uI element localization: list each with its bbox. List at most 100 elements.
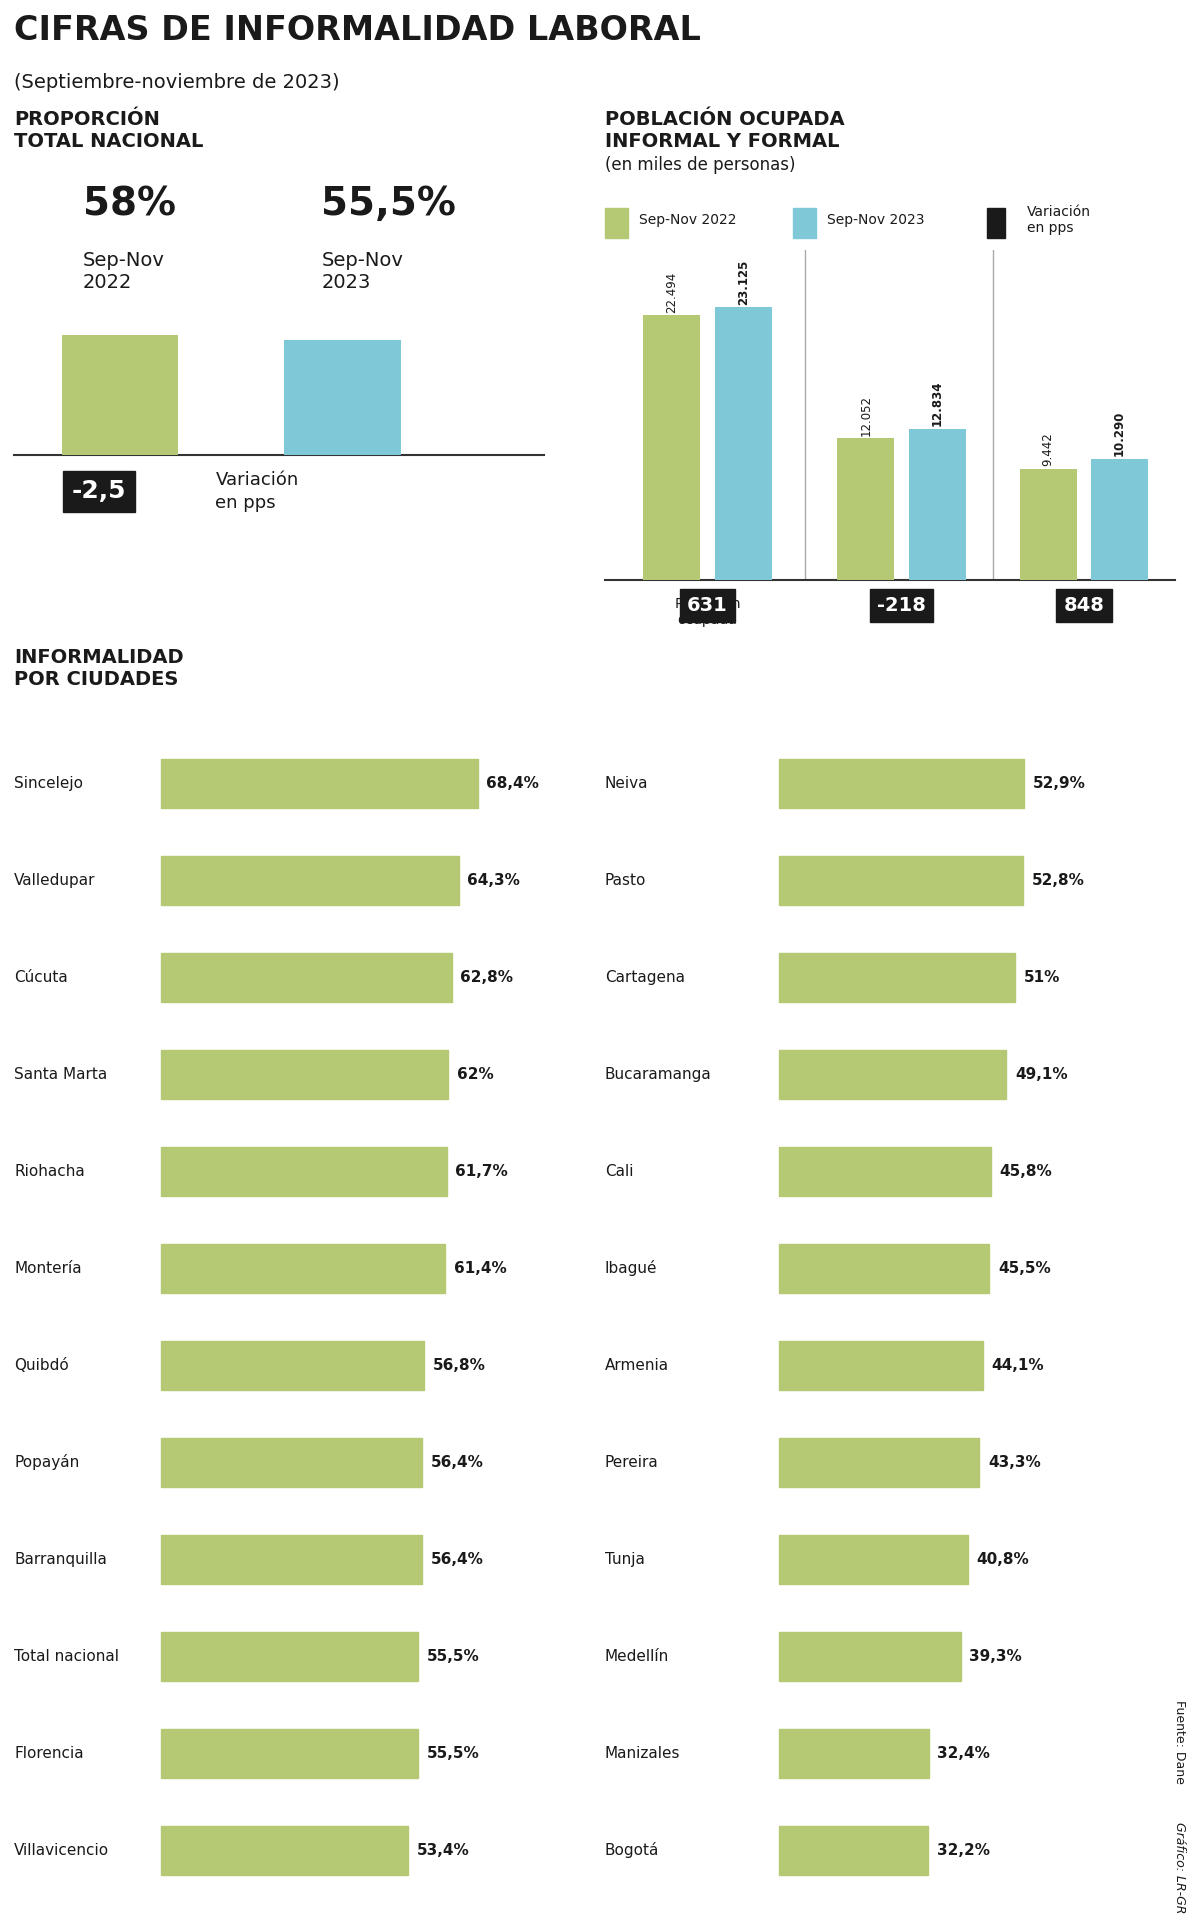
Bar: [715, 308, 772, 581]
Text: 62,8%: 62,8%: [461, 969, 514, 985]
Text: CIFRAS DE INFORMALIDAD LABORAL: CIFRAS DE INFORMALIDAD LABORAL: [14, 15, 701, 48]
Text: Villavicencio: Villavicencio: [14, 1842, 109, 1858]
Text: Manizales: Manizales: [605, 1746, 680, 1761]
Text: 22.494: 22.494: [666, 271, 678, 313]
Text: Quibdó: Quibdó: [14, 1358, 68, 1373]
Text: Pasto: Pasto: [605, 873, 647, 888]
Bar: [161, 1148, 446, 1196]
Text: Sep-Nov 2023: Sep-Nov 2023: [827, 213, 925, 227]
Text: (Septiembre-noviembre de 2023): (Septiembre-noviembre de 2023): [14, 73, 340, 92]
Text: 64,3%: 64,3%: [467, 873, 521, 888]
Text: Bucaramanga: Bucaramanga: [605, 1067, 712, 1083]
Text: Ibagué: Ibagué: [605, 1260, 658, 1277]
Text: -218: -218: [877, 596, 926, 615]
Bar: [1091, 460, 1148, 581]
Text: Valledupar: Valledupar: [14, 873, 96, 888]
Text: POBLACIÓN OCUPADA
INFORMAL Y FORMAL: POBLACIÓN OCUPADA INFORMAL Y FORMAL: [605, 110, 845, 152]
Text: Fuente: Dane: Fuente: Dane: [1174, 1700, 1187, 1785]
Text: 56,4%: 56,4%: [431, 1456, 484, 1469]
Bar: [161, 1438, 422, 1486]
Text: Cartagena: Cartagena: [605, 969, 685, 985]
Bar: [779, 1148, 991, 1196]
Text: 44,1%: 44,1%: [991, 1358, 1044, 1373]
Bar: [779, 1535, 967, 1585]
Text: Gráfico: LR-GR: Gráfico: LR-GR: [1174, 1821, 1187, 1913]
Bar: [161, 856, 458, 904]
Text: 32,4%: 32,4%: [937, 1746, 990, 1761]
Text: Tunja: Tunja: [605, 1552, 644, 1567]
Text: 56,4%: 56,4%: [431, 1552, 484, 1567]
Text: Barranquilla: Barranquilla: [14, 1552, 107, 1567]
Text: 45,5%: 45,5%: [998, 1261, 1051, 1277]
Text: 12.052: 12.052: [859, 394, 872, 437]
Text: 55,5%: 55,5%: [427, 1650, 480, 1663]
Bar: [161, 760, 478, 808]
Text: 40,8%: 40,8%: [977, 1552, 1030, 1567]
Text: 52,9%: 52,9%: [1032, 777, 1085, 790]
Bar: [161, 1535, 422, 1585]
Text: 55,5%: 55,5%: [322, 185, 456, 223]
Bar: [161, 1633, 418, 1681]
Text: 631: 631: [688, 596, 728, 615]
Text: PROPORCIÓN
TOTAL NACIONAL: PROPORCIÓN TOTAL NACIONAL: [14, 110, 203, 152]
Text: Informal: Informal: [872, 596, 930, 610]
Text: Total nacional: Total nacional: [14, 1650, 119, 1663]
Bar: [838, 438, 894, 581]
Text: Cali: Cali: [605, 1163, 634, 1179]
Bar: [643, 315, 701, 581]
Bar: [779, 1244, 990, 1292]
Text: Variación
en pps: Variación en pps: [1027, 204, 1091, 235]
Text: Variación
en pps: Variación en pps: [216, 471, 299, 512]
Text: Popayán: Popayán: [14, 1454, 79, 1471]
Text: -2,5: -2,5: [72, 479, 126, 504]
Text: Montería: Montería: [14, 1261, 82, 1277]
Text: Armenia: Armenia: [605, 1358, 670, 1373]
Bar: [908, 429, 966, 581]
Bar: [61, 335, 179, 456]
Bar: [779, 856, 1024, 904]
Text: Neiva: Neiva: [605, 777, 648, 790]
Bar: [779, 1633, 961, 1681]
Text: 12.834: 12.834: [930, 381, 943, 427]
Text: 39,3%: 39,3%: [970, 1650, 1022, 1663]
Text: 58%: 58%: [83, 185, 176, 223]
Bar: [779, 760, 1024, 808]
Text: 45,8%: 45,8%: [1000, 1163, 1052, 1179]
Bar: [779, 1827, 928, 1875]
Bar: [779, 1050, 1006, 1098]
Text: Sep-Nov
2023: Sep-Nov 2023: [322, 252, 403, 292]
Bar: [605, 208, 628, 238]
Text: Sep-Nov 2022: Sep-Nov 2022: [640, 213, 737, 227]
Bar: [284, 340, 401, 456]
Text: Población
ocupada: Población ocupada: [674, 596, 740, 627]
Text: 43,3%: 43,3%: [988, 1456, 1040, 1469]
Text: 62%: 62%: [457, 1067, 493, 1083]
Text: 10.290: 10.290: [1112, 412, 1126, 456]
Bar: [161, 1729, 418, 1777]
Text: Florencia: Florencia: [14, 1746, 84, 1761]
Text: 53,4%: 53,4%: [416, 1842, 469, 1858]
Bar: [779, 954, 1015, 1002]
Text: 32,2%: 32,2%: [936, 1842, 990, 1858]
Bar: [779, 1340, 983, 1390]
Text: Cúcuta: Cúcuta: [14, 969, 67, 985]
Bar: [161, 1244, 445, 1292]
Text: 52,8%: 52,8%: [1032, 873, 1085, 888]
Text: Formal: Formal: [1060, 596, 1108, 610]
Text: 49,1%: 49,1%: [1015, 1067, 1068, 1083]
Bar: [986, 208, 1006, 238]
Text: INFORMALIDAD
POR CIUDADES: INFORMALIDAD POR CIUDADES: [14, 648, 184, 688]
Text: 51%: 51%: [1024, 969, 1060, 985]
Text: (en miles de personas): (en miles de personas): [605, 156, 796, 173]
Text: Santa Marta: Santa Marta: [14, 1067, 107, 1083]
Bar: [161, 1050, 448, 1098]
Text: Riohacha: Riohacha: [14, 1163, 85, 1179]
Text: 61,7%: 61,7%: [455, 1163, 508, 1179]
Text: 55,5%: 55,5%: [427, 1746, 480, 1761]
Text: 61,4%: 61,4%: [454, 1261, 506, 1277]
Bar: [161, 954, 451, 1002]
Bar: [161, 1827, 408, 1875]
Text: 68,4%: 68,4%: [486, 777, 539, 790]
Text: Bogotá: Bogotá: [605, 1842, 659, 1858]
Text: 848: 848: [1063, 596, 1104, 615]
